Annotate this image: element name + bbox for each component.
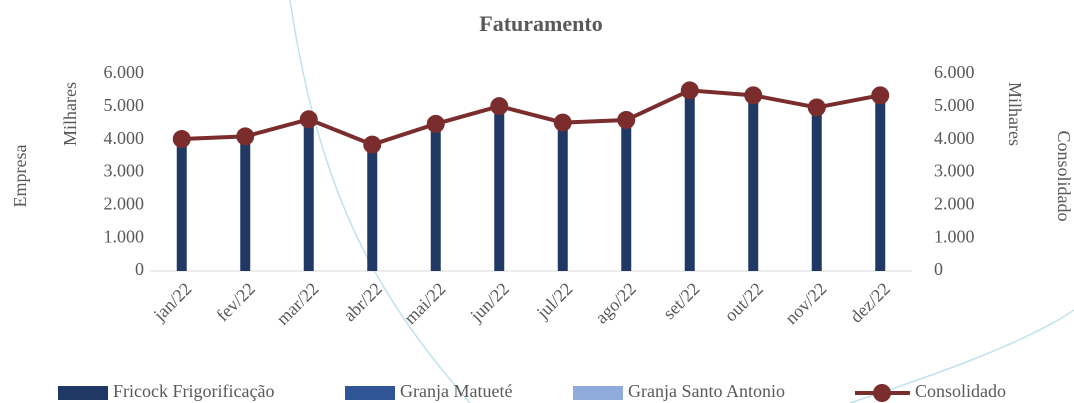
marker xyxy=(363,135,382,154)
y-tick-label: 0 xyxy=(135,259,144,279)
x-tick-label: nov/22 xyxy=(781,279,831,329)
y-tick-label: 4.000 xyxy=(104,128,145,148)
y-tick-label: 3.000 xyxy=(104,161,145,181)
marker xyxy=(807,98,826,117)
x-tick-label: ago/22 xyxy=(591,279,640,328)
decoration xyxy=(289,0,471,403)
marker xyxy=(236,127,255,146)
marker xyxy=(553,113,572,132)
y2-tick-label: 6.000 xyxy=(934,62,975,82)
marker xyxy=(617,110,636,129)
bar xyxy=(621,119,632,271)
legend-label: Consolidado xyxy=(915,381,1006,401)
marker xyxy=(172,130,191,149)
marker xyxy=(426,114,445,133)
x-tick-label: mar/22 xyxy=(272,279,322,329)
x-tick-label: jul/22 xyxy=(532,279,577,324)
y-axis-label: Empresa xyxy=(10,145,30,208)
marker xyxy=(490,97,509,116)
bar xyxy=(367,144,378,271)
bar xyxy=(684,90,695,272)
y2-tick-label: 3.000 xyxy=(934,161,975,181)
x-tick-label: mai/22 xyxy=(400,279,449,328)
bar xyxy=(494,108,505,271)
y2-tick-label: 5.000 xyxy=(934,95,975,115)
y2-axis-label: Consolidado xyxy=(1054,130,1074,221)
x-tick-label: abr/22 xyxy=(339,279,386,326)
x-tick-label: set/22 xyxy=(659,279,704,324)
line xyxy=(181,88,881,147)
legend-label: Granja Matueté xyxy=(400,381,512,401)
y2-tick-label: 4.000 xyxy=(934,128,975,148)
bar xyxy=(176,139,187,271)
y-tick-label: 6.000 xyxy=(104,62,145,82)
legend-label: Granja Santo Antonio xyxy=(628,381,785,401)
marker xyxy=(680,81,699,100)
x-tick-label: dez/22 xyxy=(846,279,894,327)
y-axis-unit: Milhares xyxy=(60,82,80,146)
y-tick-label: 1.000 xyxy=(104,226,145,246)
y2-tick-label: 2.000 xyxy=(934,193,975,213)
legend-label: Fricock Frigorificação xyxy=(113,381,274,401)
chart-title: Faturamento xyxy=(479,11,602,36)
legend-swatch xyxy=(58,386,108,400)
marker xyxy=(871,86,890,105)
legend-swatch xyxy=(345,386,395,400)
y2-tick-label: 1.000 xyxy=(934,226,975,246)
y-tick-label: 5.000 xyxy=(104,95,145,115)
y2-axis-unit: Milhares xyxy=(1005,82,1025,146)
legend-swatch xyxy=(573,386,623,400)
x-tick-label: out/22 xyxy=(720,279,767,326)
x-tick-label: jun/22 xyxy=(466,279,513,326)
bar xyxy=(303,119,314,271)
bar xyxy=(811,106,822,271)
y-tick-label: 2.000 xyxy=(104,193,145,213)
marker xyxy=(744,86,763,105)
bar xyxy=(557,121,568,271)
bar xyxy=(240,136,251,271)
x-tick-label: fev/22 xyxy=(212,279,259,326)
marker xyxy=(299,110,318,129)
legend-marker xyxy=(873,384,891,402)
bar xyxy=(430,124,441,272)
x-tick-label: jan/22 xyxy=(149,279,196,326)
bar xyxy=(875,96,886,271)
y2-tick-label: 0 xyxy=(934,259,943,279)
bar xyxy=(748,93,759,271)
